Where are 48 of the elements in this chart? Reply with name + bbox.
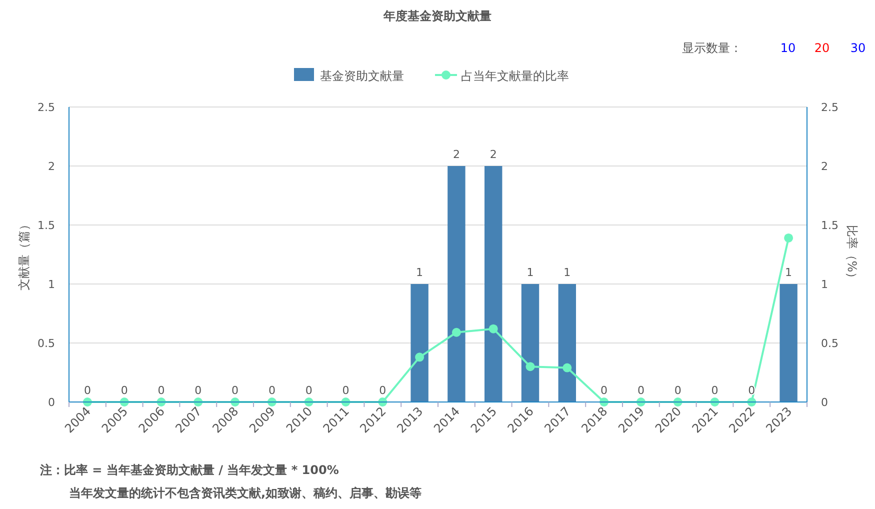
y-tick-label: 0 xyxy=(48,396,55,409)
data-label: 0 xyxy=(232,384,239,397)
data-label: 0 xyxy=(305,384,312,397)
y-axis-title: 文献量（篇） xyxy=(17,218,31,290)
y2-tick-label: 0 xyxy=(821,396,828,409)
point xyxy=(415,352,424,362)
legend-label: 占当年文献量的比率 xyxy=(461,69,569,83)
point xyxy=(452,328,461,337)
data-label: 0 xyxy=(84,384,91,397)
y2-tick-label: 1 xyxy=(821,278,828,291)
text: 20 xyxy=(814,41,830,55)
y2-tick-label: 2 xyxy=(821,160,828,173)
data-label: 0 xyxy=(379,384,386,397)
data-label: 1 xyxy=(785,266,792,279)
data-label: 0 xyxy=(120,384,128,397)
y-tick-label: 0.5 xyxy=(38,337,55,350)
text: 当年发文量的统计不包含资讯类文献,如致谢、稿约、启事、勘误等 xyxy=(69,486,422,500)
data-label: 0 xyxy=(194,384,202,397)
data-label: 1 xyxy=(526,266,534,279)
point xyxy=(562,363,572,372)
data-label: 0 xyxy=(711,384,718,397)
point xyxy=(784,233,794,242)
data-label: 1 xyxy=(416,266,424,279)
legend-label: 基金资助文献量 xyxy=(320,69,404,83)
y-tick-label: 1 xyxy=(48,278,55,291)
point xyxy=(526,362,535,372)
data-label: 0 xyxy=(674,384,682,397)
chart-title: 年度基金资助文献量 xyxy=(382,9,492,23)
text: 10 xyxy=(780,41,796,55)
y-tick-label: 1.5 xyxy=(38,219,55,232)
data-label: 0 xyxy=(600,384,608,397)
data-label: 0 xyxy=(268,384,276,397)
y2-tick-label: 1.5 xyxy=(821,219,838,232)
y2-tick-label: 2.5 xyxy=(821,101,838,114)
point xyxy=(488,324,498,334)
data-label: 0 xyxy=(158,384,165,397)
text: 显示数量： xyxy=(682,41,742,55)
text: 注：比率 = 当年基金资助文献量 / 当年发文量 * 100% xyxy=(39,463,339,477)
data-label: 0 xyxy=(342,384,350,397)
data-label: 0 xyxy=(637,384,644,397)
y2-tick-label: 0.5 xyxy=(821,337,838,350)
data-label: 2 xyxy=(490,148,497,161)
text: 30 xyxy=(850,41,866,55)
data-label: 1 xyxy=(564,266,571,279)
y-tick-label: 2.5 xyxy=(38,101,55,114)
data-label: 2 xyxy=(452,148,460,161)
y-tick-label: 2 xyxy=(48,160,55,173)
y2-axis-title: 比率（%） xyxy=(845,224,859,284)
